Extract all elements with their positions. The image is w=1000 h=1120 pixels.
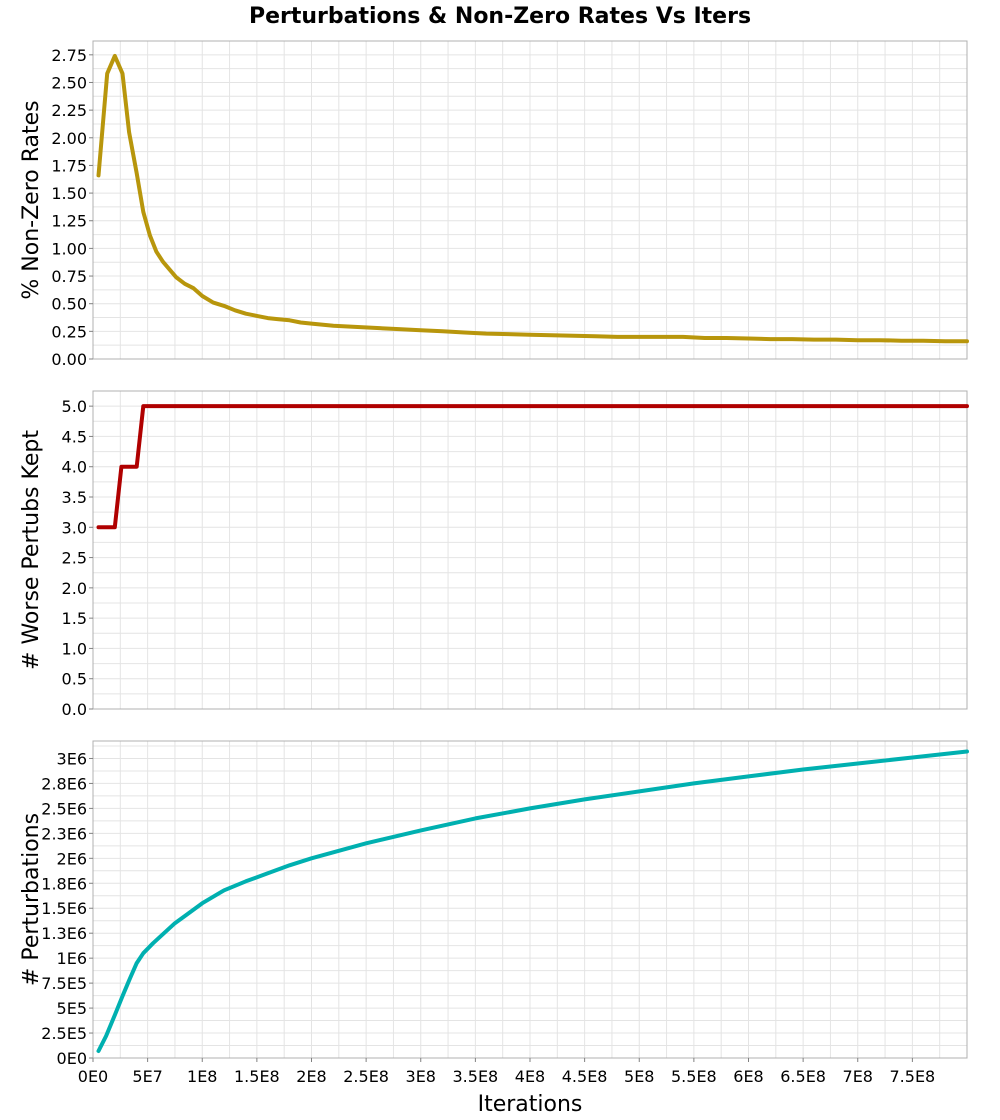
y-tick-label: 5E5 [57,999,87,1018]
y-tick-label: 5.0 [62,397,87,416]
x-tick-label: 4.5E8 [562,1067,608,1086]
y-tick-label: 0.00 [51,350,87,369]
panel-1: 0.00 0.25 0.50 0.75 1.00 1.25 1.50 1.75 2.00 2.25… [19,40,969,369]
y-tick-label: 1.50 [51,184,87,203]
x-tick-label: 1.5E8 [234,1067,280,1086]
x-tick-label: 7E8 [843,1067,873,1086]
y-tick-label: 2.50 [51,73,87,92]
series-line-1 [96,749,969,1053]
x-tick-label: 1E8 [187,1067,217,1086]
y-tick-label: 1.5E6 [41,899,87,918]
panel-2: 0.0 0.5 1.0 1.5 2.0 2.5 3.0 3.5 4.0 4.5 5.0 # Worse… [19,390,969,719]
y-tick-label: 3.5 [62,488,87,507]
x-tick-label: 7.5E8 [890,1067,936,1086]
y-tick-label: 0.25 [51,322,87,341]
x-tick-label: 0E0 [78,1067,108,1086]
y-axis-label: % Non-Zero Rates [19,100,44,299]
y-tick-label: 0.75 [51,267,87,286]
y-tick-label: 2.0 [62,579,87,598]
y-tick-label: 1E6 [57,949,87,968]
y-tick-label: 3E6 [57,749,87,768]
y-tick-label: 2.3E6 [41,824,87,843]
y-tick-label: 1.0 [62,639,87,658]
y-tick-label: 2.8E6 [41,774,87,793]
x-tick-label: 6.5E8 [780,1067,826,1086]
y-tick-label: 2.25 [51,101,87,120]
x-tick-label: 2E8 [296,1067,326,1086]
x-tick-label: 5.5E8 [671,1067,717,1086]
y-tick-label: 1.5 [62,609,87,628]
x-tick-label: 2.5E8 [343,1067,389,1086]
series-line-1 [96,53,969,344]
y-tick-label: 1.00 [51,239,87,258]
chart-title: Perturbations & Non-Zero Rates Vs Iters [249,4,751,29]
x-tick-label: 4E8 [515,1067,545,1086]
plot-area-border [92,390,968,710]
x-tick-label: 5E7 [132,1067,162,1086]
y-tick-label: 1.25 [51,212,87,231]
y-tick-label: 4.0 [62,458,87,477]
y-tick-label: 3.0 [62,518,87,537]
chart-panels: 0.00 0.25 0.50 0.75 1.00 1.25 1.50 1.75 2.00 2.25… [19,40,969,1086]
x-tick-label: 6E8 [733,1067,763,1086]
y-tick-label: 0E0 [57,1049,87,1068]
y-tick-label: 2E6 [57,849,87,868]
series-line-1 [96,404,969,530]
y-tick-label: 4.5 [62,427,87,446]
y-tick-label: 0.50 [51,295,87,314]
y-axis-label: # Perturbations [19,813,44,986]
y-tick-label: 0.0 [62,700,87,719]
x-tick-label: 3E8 [406,1067,436,1086]
y-tick-label: 1.8E6 [41,874,87,893]
y-tick-label: 2.75 [51,46,87,65]
y-tick-label: 0.5 [62,670,87,689]
y-tick-label: 2.5E6 [41,799,87,818]
y-axis-label: # Worse Pertubs Kept [19,430,44,670]
y-tick-label: 2.00 [51,129,87,148]
y-tick-label: 1.3E6 [41,924,87,943]
x-tick-label: 3.5E8 [453,1067,499,1086]
panel-3: 0E0 2.5E5 5E5 7.5E5 1E6 1.3E6 1.5E6 1.8E6 2E6 2.3… [19,740,969,1086]
y-tick-label: 7.5E5 [41,974,87,993]
x-axis-label: Iterations [478,1092,583,1117]
y-tick-label: 2.5E5 [41,1024,87,1043]
y-tick-label: 1.75 [51,156,87,175]
y-tick-label: 2.5 [62,549,87,568]
x-tick-label: 5E8 [624,1067,654,1086]
plot-area-border [92,40,968,360]
